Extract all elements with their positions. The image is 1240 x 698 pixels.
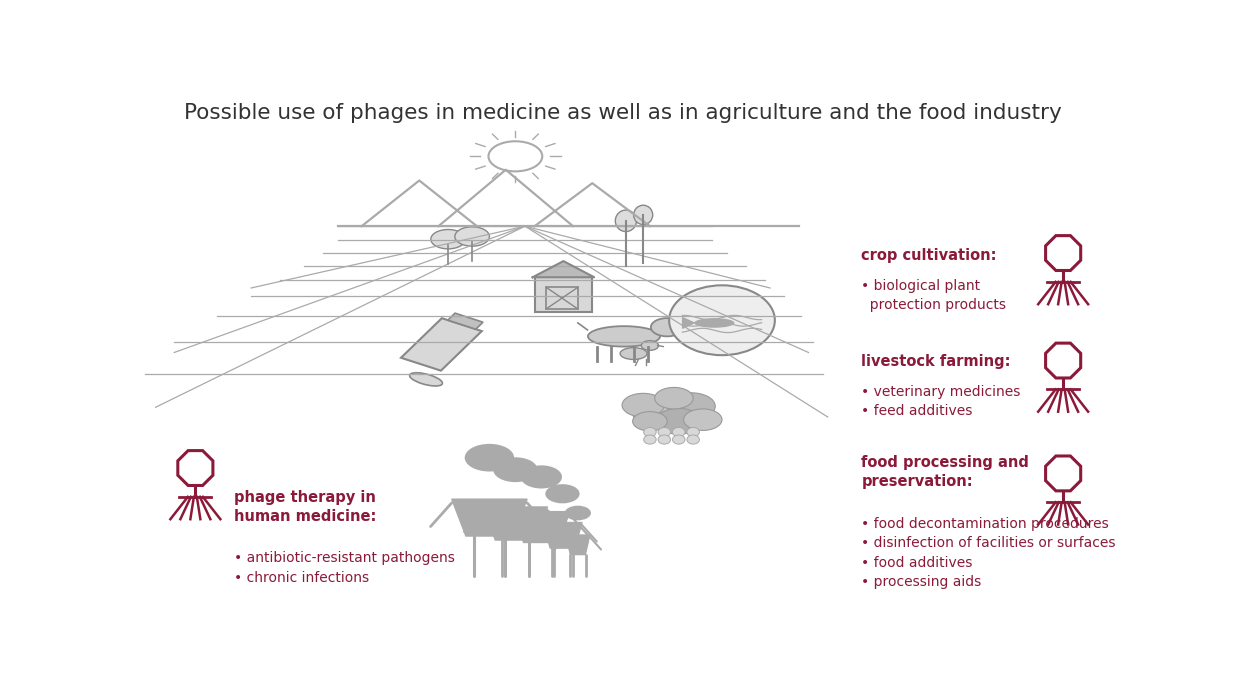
Text: livestock farming:: livestock farming: [862,354,1011,369]
Circle shape [651,318,683,336]
Polygon shape [533,261,594,277]
Circle shape [521,466,562,489]
Text: • antibiotic-resistant pathogens
• chronic infections: • antibiotic-resistant pathogens • chron… [234,551,455,585]
Text: • food decontamination procedures
• disinfection of facilities or surfaces
• foo: • food decontamination procedures • disi… [862,517,1116,589]
Ellipse shape [658,435,671,444]
Polygon shape [682,318,694,328]
Polygon shape [484,507,548,540]
Polygon shape [565,535,590,555]
Ellipse shape [694,318,734,328]
Ellipse shape [658,427,671,437]
Text: phage therapy in
human medicine:: phage therapy in human medicine: [234,489,376,524]
Circle shape [655,387,693,409]
Ellipse shape [672,427,684,437]
Text: • veterinary medicines
• feed additives: • veterinary medicines • feed additives [862,385,1021,418]
Ellipse shape [644,435,656,444]
Ellipse shape [620,348,647,359]
Ellipse shape [634,205,652,225]
Circle shape [656,408,702,434]
Circle shape [430,230,465,249]
Polygon shape [543,523,582,548]
Polygon shape [513,512,569,542]
Circle shape [546,484,579,503]
Text: • biological plant
  protection products: • biological plant protection products [862,279,1007,313]
Ellipse shape [673,329,684,334]
Circle shape [683,409,722,431]
Circle shape [632,396,691,429]
Circle shape [494,457,538,482]
Ellipse shape [670,285,775,355]
Circle shape [455,227,490,246]
Ellipse shape [615,210,636,232]
Circle shape [465,444,515,472]
Circle shape [667,393,715,419]
Circle shape [641,341,658,350]
Ellipse shape [588,326,660,347]
Text: food processing and
preservation:: food processing and preservation: [862,454,1029,489]
Ellipse shape [672,435,684,444]
Ellipse shape [409,373,443,386]
Polygon shape [451,499,527,536]
Bar [534,277,593,312]
Ellipse shape [687,427,699,437]
Polygon shape [401,318,482,371]
Bar [546,288,578,309]
Circle shape [622,394,665,417]
Polygon shape [448,313,484,329]
Ellipse shape [687,435,699,444]
Text: crop cultivation:: crop cultivation: [862,248,997,262]
Text: Possible use of phages in medicine as well as in agriculture and the food indust: Possible use of phages in medicine as we… [184,103,1061,123]
Ellipse shape [644,427,656,437]
Circle shape [564,505,591,520]
Circle shape [632,412,667,431]
